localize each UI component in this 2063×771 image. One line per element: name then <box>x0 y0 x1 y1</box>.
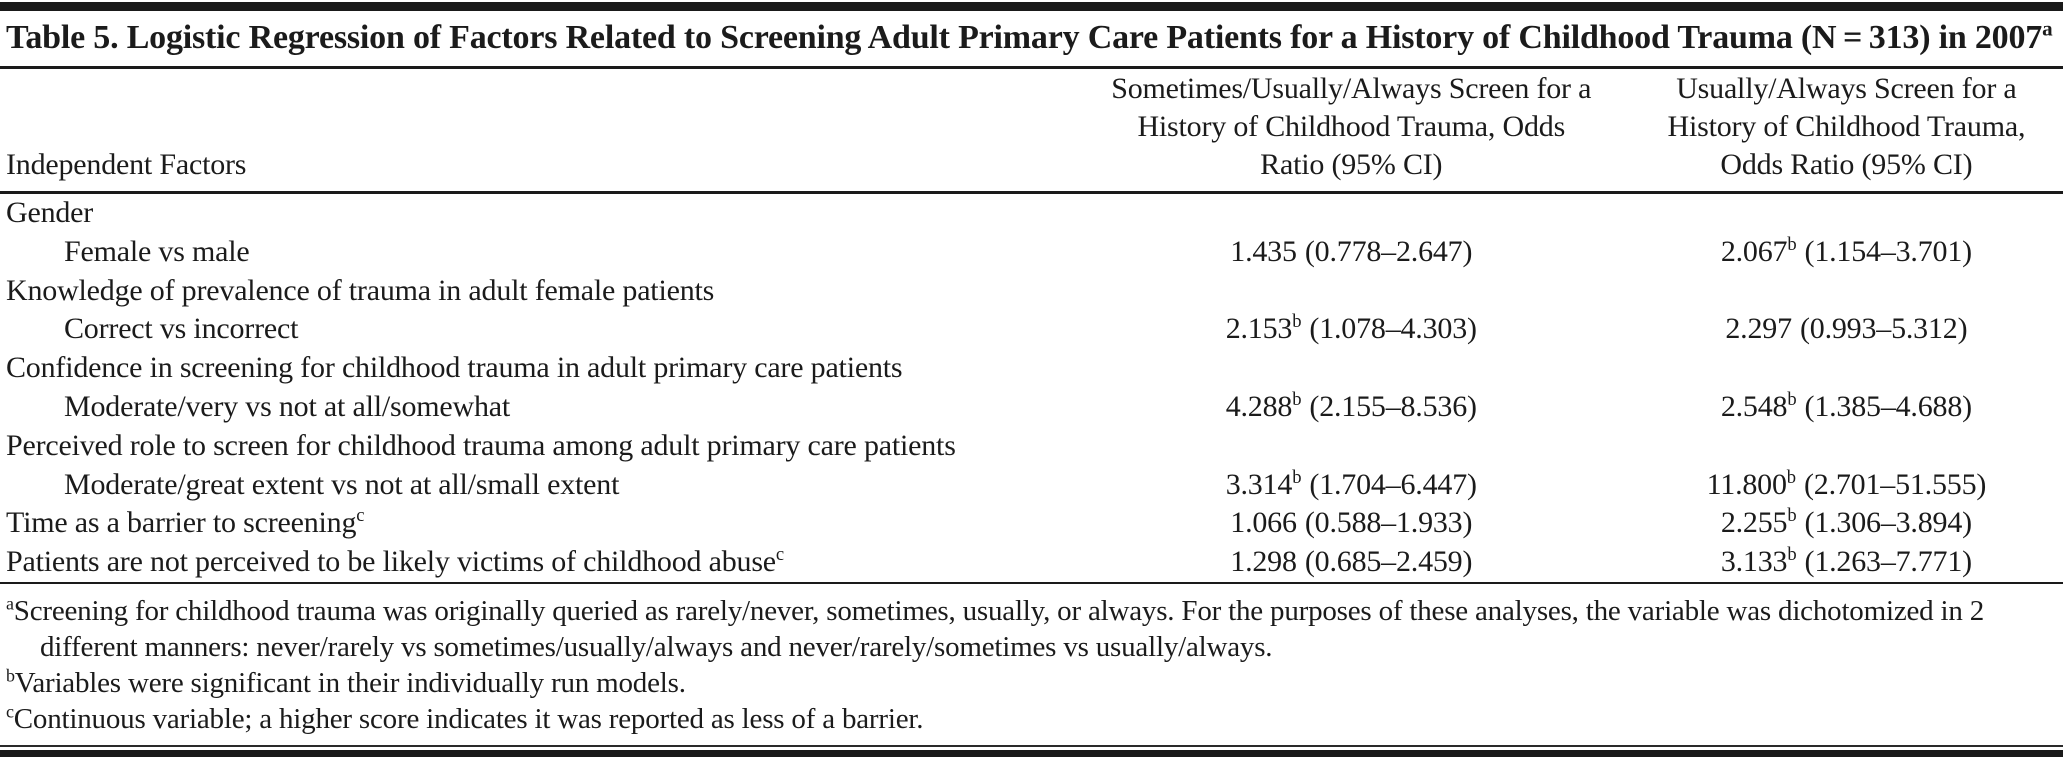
or-usually-cell: 3.133b (1.263–7.771) <box>1629 543 2063 584</box>
factor-cell: Confidence in screening for childhood tr… <box>6 351 903 385</box>
or-sometimes-cell: 1.435 (0.778–2.647) <box>1230 234 1473 268</box>
table-row: Moderate/great extent vs not at all/smal… <box>0 466 2063 505</box>
or-usually-cell: 11.800b (2.701–51.555) <box>1706 466 1987 501</box>
or-usually-cell: 2.255b (1.306–3.894) <box>1720 505 1972 540</box>
footnote-b-text: Variables were significant in their indi… <box>14 666 686 699</box>
table-row: Correct vs incorrect 2.153b (1.078–4.303)… <box>0 310 2063 349</box>
or-sometimes-cell: 1.066 (0.588–1.933) <box>1230 506 1473 540</box>
regression-table: Independent Factors Sometimes/Usually/Al… <box>0 69 2063 584</box>
table-row: Patients are not perceived to be likely … <box>0 543 2063 584</box>
table-row: Moderate/very vs not at all/somewhat 4.2… <box>0 388 2063 427</box>
or-sometimes-cell <box>1073 427 1630 466</box>
table-title-footnote-marker: a <box>2042 16 2053 41</box>
table-row: Perceived role to screen for childhood t… <box>0 427 2063 466</box>
factor-cell: Gender <box>6 196 94 229</box>
top-rule <box>0 2 2063 11</box>
table-title-text: Table 5. Logistic Regression of Factors … <box>6 19 2043 56</box>
footnote-c-marker: c <box>6 701 14 722</box>
table-row: Confidence in screening for childhood tr… <box>0 349 2063 388</box>
or-usually-cell: 2.548b (1.385–4.688) <box>1720 388 1972 423</box>
or-usually-cell <box>1630 193 2063 233</box>
footnote-a-marker: a <box>6 593 14 614</box>
or-usually-cell: 2.067b (1.154–3.701) <box>1720 233 1972 268</box>
factor-cell: Moderate/very vs not at all/somewhat <box>64 389 511 423</box>
column-header-usually-screen: Usually/Always Screen for a History of C… <box>1629 69 2063 194</box>
footnote-a-text: Screening for childhood trauma was origi… <box>13 594 1985 663</box>
bottom-rule-thick <box>0 749 2063 757</box>
or-sometimes-cell: 2.153b (1.078–4.303) <box>1225 311 1477 346</box>
factor-cell: Female vs male <box>64 234 250 268</box>
or-sometimes-cell: 1.298 (0.685–2.459) <box>1072 543 1630 584</box>
bottom-rule-thin <box>0 744 2063 747</box>
table-row: Time as a barrier to screeningc 1.066 (0.… <box>0 504 2063 543</box>
factor-cell: Patients are not perceived to be likely … <box>0 543 1073 584</box>
table-title: Table 5. Logistic Regression of Factors … <box>0 11 2063 69</box>
or-sometimes-cell: 3.314b (1.704–6.447) <box>1225 466 1477 501</box>
footnote-c-text: Continuous variable; a higher score indi… <box>13 702 924 735</box>
footnote-c: cContinuous variable; a higher score ind… <box>6 701 2057 737</box>
factor-cell: Time as a barrier to screeningc <box>6 505 365 540</box>
or-usually-cell <box>1630 427 2063 466</box>
factor-cell: Perceived role to screen for childhood t… <box>6 428 956 462</box>
factor-cell: Knowledge of prevalence of trauma in adu… <box>6 273 715 307</box>
column-header-sometimes-screen: Sometimes/Usually/Always Screen for a Hi… <box>1072 69 1630 194</box>
or-sometimes-cell <box>1073 193 1630 233</box>
or-sometimes-cell <box>1073 272 1630 311</box>
factor-cell: Moderate/great extent vs not at all/smal… <box>64 467 620 501</box>
table-row: Knowledge of prevalence of trauma in adu… <box>0 272 2063 311</box>
or-usually-cell <box>1630 349 2063 388</box>
footnote-b: bVariables were significant in their ind… <box>6 665 2057 701</box>
footnote-b-marker: b <box>6 665 15 686</box>
header-row: Independent Factors Sometimes/Usually/Al… <box>0 69 2063 194</box>
column-header-independent-factors: Independent Factors <box>0 69 1073 194</box>
or-usually-cell <box>1630 272 2063 311</box>
factor-cell: Correct vs incorrect <box>64 312 299 346</box>
footnote-a: aScreening for childhood trauma was orig… <box>6 593 2057 665</box>
footnotes-block: aScreening for childhood trauma was orig… <box>0 584 2063 741</box>
or-sometimes-cell: 4.288b (2.155–8.536) <box>1225 388 1477 423</box>
table-row: Gender <box>0 193 2063 233</box>
or-sometimes-cell <box>1073 349 1630 388</box>
or-usually-cell: 2.297 (0.993–5.312) <box>1725 312 1968 346</box>
table-row: Female vs male 1.435 (0.778–2.647) 2.067b… <box>0 233 2063 272</box>
